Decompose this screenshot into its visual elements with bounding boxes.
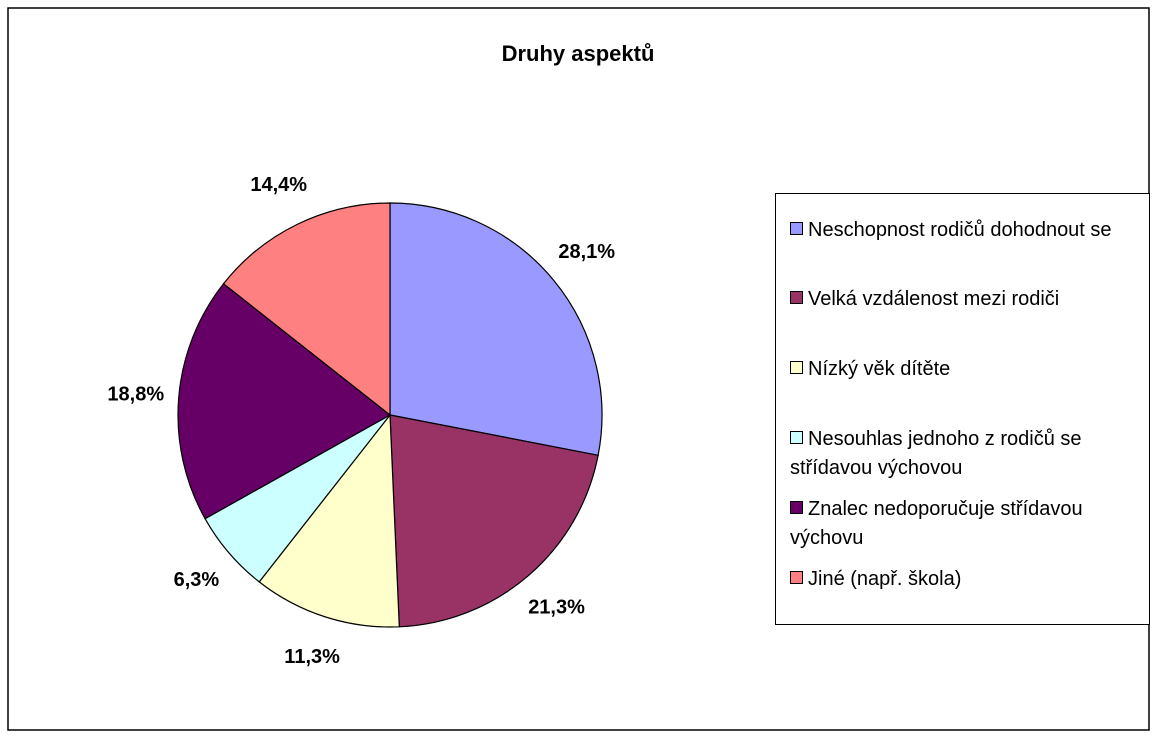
legend-swatch (790, 501, 803, 514)
legend-label: Znalec nedoporučuje střídavou výchovu (790, 498, 1083, 549)
legend-label: Nízký věk dítěte (808, 358, 951, 380)
legend-entry: Nízký věk dítěte (790, 355, 1142, 384)
data-label: 11,3% (284, 646, 340, 668)
legend-label: Jiné (např. škola) (808, 568, 962, 590)
pie-slice (222, 202, 391, 417)
legend-label: Neschopnost rodičů dohodnout se (808, 219, 1112, 241)
legend-entry: Nesouhlas jednoho z rodičů se střídavou … (790, 425, 1142, 483)
legend-swatch (790, 222, 803, 235)
legend-swatch (790, 571, 803, 584)
legend-entry: Neschopnost rodičů dohodnout se (790, 216, 1142, 245)
data-label: 14,4% (250, 174, 307, 196)
chart-title: Druhy aspektů (502, 41, 655, 66)
data-label: 21,3% (528, 596, 585, 618)
legend-swatch (790, 291, 803, 304)
pie-slice (389, 202, 603, 457)
legend-label: Velká vzdálenost mezi rodiči (808, 288, 1060, 310)
data-label: 6,3% (174, 569, 220, 591)
legend-label: Nesouhlas jednoho z rodičů se střídavou … (790, 428, 1082, 479)
legend-swatch (790, 431, 803, 444)
legend-entry: Velká vzdálenost mezi rodiči (790, 285, 1142, 314)
pie-slice (258, 413, 400, 628)
data-label: 18,8% (107, 383, 164, 405)
legend-entry: Znalec nedoporučuje střídavou výchovu (790, 495, 1142, 553)
pie-slice (389, 414, 599, 628)
legend-swatch (790, 361, 803, 374)
data-label: 28,1% (558, 241, 615, 263)
legend: Neschopnost rodičů dohodnout se Velká vzd… (775, 193, 1150, 625)
legend-entry: Jiné (např. škola) (790, 565, 1142, 594)
pie-slice (177, 282, 392, 520)
